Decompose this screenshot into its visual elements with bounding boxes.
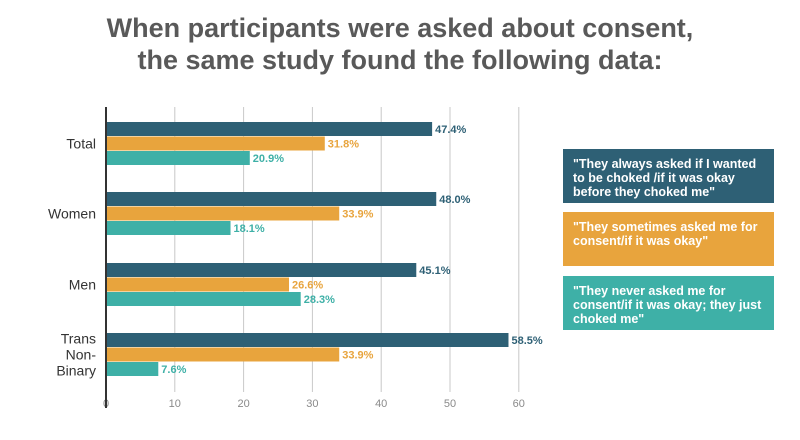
legend-item-sometimes: "They sometimes asked me for consent/if … <box>563 212 774 266</box>
bar <box>106 277 290 292</box>
data-label: 20.9% <box>253 153 284 165</box>
data-label: 28.3% <box>304 294 335 306</box>
bar <box>106 292 301 306</box>
chart-title-line-2: the same study found the following data: <box>137 45 663 75</box>
x-tick-label: 20 <box>237 398 249 410</box>
bar <box>106 263 417 277</box>
data-label: 7.6% <box>161 364 186 376</box>
data-label: 58.5% <box>511 335 542 347</box>
legend-text-always: "They always asked if I wanted to be cho… <box>573 157 757 199</box>
x-tick-label: 40 <box>375 398 387 410</box>
data-label: 18.1% <box>234 223 265 235</box>
x-tick-label: 50 <box>444 398 456 410</box>
bar <box>106 192 437 206</box>
data-label: 45.1% <box>419 265 450 277</box>
bar <box>106 347 340 362</box>
data-label: 31.8% <box>328 139 359 151</box>
category-label: Total <box>66 136 96 152</box>
x-tick-label: 30 <box>306 398 318 410</box>
legend-text-sometimes: "They sometimes asked me for consent/if … <box>573 220 758 248</box>
category-label: Binary <box>56 363 96 379</box>
legend-item-always: "They always asked if I wanted to be cho… <box>563 149 774 203</box>
data-label: 48.0% <box>439 194 470 206</box>
data-label: 33.9% <box>342 350 373 362</box>
bar <box>106 362 159 376</box>
chart-title: When participants were asked about conse… <box>0 12 800 76</box>
category-label: Trans <box>61 331 96 347</box>
x-tick-label: 60 <box>513 398 525 410</box>
legend-text-never: "They never asked me for consent/if it w… <box>573 284 762 326</box>
bar <box>106 206 340 221</box>
bar <box>106 333 509 347</box>
chart-title-line-1: When participants were asked about conse… <box>106 13 694 43</box>
category-label: Non- <box>66 347 97 363</box>
bar <box>106 151 250 165</box>
data-label: 33.9% <box>342 209 373 221</box>
data-label: 47.4% <box>435 124 466 136</box>
x-tick-label: 10 <box>169 398 181 410</box>
bar <box>106 122 433 136</box>
bar <box>106 136 325 151</box>
legend-item-never: "They never asked me for consent/if it w… <box>563 276 774 330</box>
category-label: Women <box>48 206 96 222</box>
data-label: 26.6% <box>292 280 323 292</box>
bar <box>106 221 231 235</box>
category-label: Men <box>69 277 96 293</box>
